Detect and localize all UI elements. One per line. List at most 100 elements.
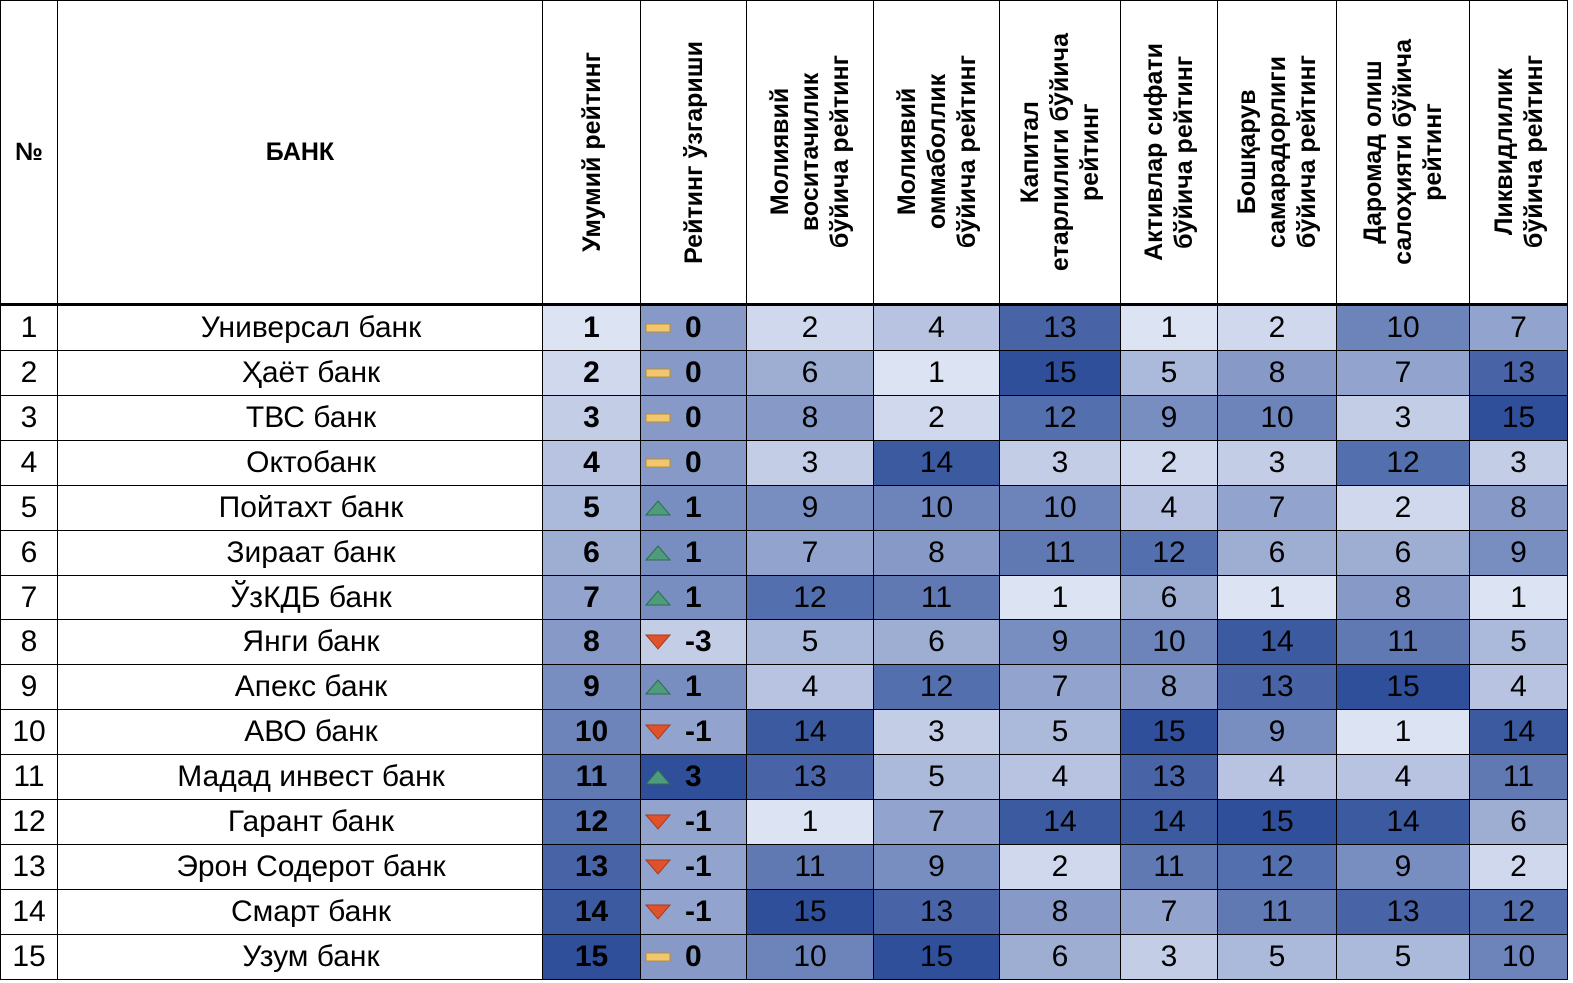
metric-rating: 7 bbox=[873, 799, 1000, 846]
row-number: 7 bbox=[0, 574, 58, 621]
rating-change: 0 bbox=[640, 304, 747, 351]
metric-rating: 11 bbox=[746, 844, 874, 890]
metric-rating: 10 bbox=[1469, 933, 1568, 981]
header-metric-intermediation: Молиявий воситачилик бўйича рейтинг bbox=[746, 0, 874, 306]
metric-rating: 3 bbox=[1120, 933, 1218, 981]
metric-rating: 4 bbox=[1120, 484, 1218, 531]
metric-rating: 1 bbox=[999, 574, 1121, 621]
rating-change: 0 bbox=[640, 349, 747, 396]
metric-rating: 15 bbox=[999, 349, 1121, 396]
metric-rating: 5 bbox=[1120, 349, 1218, 396]
triangle-up-icon bbox=[645, 544, 671, 561]
metric-rating: 5 bbox=[999, 709, 1121, 756]
header-metric-popularity: Молиявий оммаболлик бўйича рейтинг bbox=[873, 0, 1000, 306]
table-row: 15 Узум банк 15 0 10 15 6 3 5 5 10 bbox=[0, 933, 1568, 981]
metric-rating: 15 bbox=[1336, 664, 1470, 711]
change-value: -1 bbox=[685, 805, 712, 839]
metric-rating: 2 bbox=[746, 304, 874, 351]
metric-rating: 15 bbox=[746, 889, 874, 935]
rating-change: -1 bbox=[640, 709, 747, 756]
total-rating: 1 bbox=[542, 304, 641, 351]
row-number: 13 bbox=[0, 844, 58, 890]
row-number: 1 bbox=[0, 304, 58, 351]
header-metric-label: Капитал етарлилиги бўйича рейтинг bbox=[1016, 32, 1104, 272]
row-number: 14 bbox=[0, 889, 58, 935]
metric-rating: 5 bbox=[1469, 619, 1568, 666]
metric-rating: 14 bbox=[1217, 619, 1337, 666]
metric-rating: 2 bbox=[1120, 439, 1218, 486]
table-row: 1 Универсал банк 1 0 2 4 13 1 2 10 7 bbox=[0, 304, 1568, 351]
rating-change: 0 bbox=[640, 933, 747, 981]
metric-rating: 4 bbox=[999, 754, 1121, 801]
total-rating: 3 bbox=[542, 394, 641, 441]
header-row: № БАНК Умумий рейтинг Рейтинг ўзгариши М… bbox=[0, 0, 1568, 306]
metric-rating: 13 bbox=[1336, 889, 1470, 935]
change-value: 3 bbox=[685, 760, 702, 794]
change-value: 1 bbox=[685, 535, 702, 569]
change-value: 0 bbox=[685, 939, 702, 973]
row-number: 11 bbox=[0, 754, 58, 801]
total-rating: 10 bbox=[542, 709, 641, 756]
header-metric-label: Молиявий воситачилик бўйича рейтинг bbox=[766, 55, 854, 249]
total-rating: 2 bbox=[542, 349, 641, 396]
header-bank: БАНК bbox=[57, 0, 543, 306]
bank-name: Пойтахт банк bbox=[57, 484, 543, 531]
metric-rating: 13 bbox=[746, 754, 874, 801]
metric-rating: 11 bbox=[1120, 844, 1218, 890]
metric-rating: 3 bbox=[1469, 439, 1568, 486]
table-row: 14 Смарт банк 14 -1 15 13 8 7 11 13 12 bbox=[0, 889, 1568, 935]
header-metric-management: Бошқарув самарадорлиги бўйича рейтинг bbox=[1217, 0, 1337, 306]
total-rating: 9 bbox=[542, 664, 641, 711]
rating-change: 0 bbox=[640, 394, 747, 441]
header-metric-capital: Капитал етарлилиги бўйича рейтинг bbox=[999, 0, 1121, 306]
metric-rating: 13 bbox=[1469, 349, 1568, 396]
table-body: 1 Универсал банк 1 0 2 4 13 1 2 10 7 2 Ҳаёт банк 2 0 6 1… bbox=[0, 304, 1568, 981]
change-value: 1 bbox=[685, 670, 702, 704]
metric-rating: 1 bbox=[1336, 709, 1470, 756]
metric-rating: 8 bbox=[1217, 349, 1337, 396]
header-metric-label: Даромад олиш салоҳияти бўйича рейтинг bbox=[1359, 39, 1447, 265]
bank-name: Апекс банк bbox=[57, 664, 543, 711]
rating-change: -1 bbox=[640, 844, 747, 890]
row-number: 3 bbox=[0, 394, 58, 441]
metric-rating: 1 bbox=[1120, 304, 1218, 351]
header-total-label: Умумий рейтинг bbox=[577, 52, 606, 252]
rating-change: 1 bbox=[640, 529, 747, 576]
header-total: Умумий рейтинг bbox=[542, 0, 641, 306]
metric-rating: 2 bbox=[1217, 304, 1337, 351]
metric-rating: 14 bbox=[999, 799, 1121, 846]
metric-rating: 14 bbox=[873, 439, 1000, 486]
change-value: 0 bbox=[685, 355, 702, 389]
row-number: 5 bbox=[0, 484, 58, 531]
metric-rating: 5 bbox=[873, 754, 1000, 801]
change-value: -1 bbox=[685, 715, 712, 749]
metric-rating: 3 bbox=[999, 439, 1121, 486]
rating-change: 1 bbox=[640, 664, 747, 711]
change-value: 0 bbox=[685, 310, 702, 344]
bank-name: Октобанк bbox=[57, 439, 543, 486]
rating-change: 0 bbox=[640, 439, 747, 486]
metric-rating: 1 bbox=[1217, 574, 1337, 621]
metric-rating: 3 bbox=[873, 709, 1000, 756]
metric-rating: 9 bbox=[1336, 844, 1470, 890]
metric-rating: 13 bbox=[1120, 754, 1218, 801]
row-number: 8 bbox=[0, 619, 58, 666]
table-row: 6 Зираат банк 6 1 7 8 11 12 6 6 9 bbox=[0, 529, 1568, 576]
total-rating: 11 bbox=[542, 754, 641, 801]
metric-rating: 6 bbox=[999, 933, 1121, 981]
change-value: 1 bbox=[685, 580, 702, 614]
metric-rating: 6 bbox=[746, 349, 874, 396]
total-rating: 13 bbox=[542, 844, 641, 890]
header-change-label: Рейтинг ўзгариши bbox=[679, 40, 708, 264]
metric-rating: 14 bbox=[746, 709, 874, 756]
metric-rating: 11 bbox=[873, 574, 1000, 621]
metric-rating: 13 bbox=[999, 304, 1121, 351]
row-number: 12 bbox=[0, 799, 58, 846]
triangle-down-icon bbox=[645, 814, 671, 830]
metric-rating: 12 bbox=[746, 574, 874, 621]
metric-rating: 3 bbox=[1336, 394, 1470, 441]
total-rating: 12 bbox=[542, 799, 641, 846]
change-value: -1 bbox=[685, 850, 712, 884]
metric-rating: 10 bbox=[999, 484, 1121, 531]
